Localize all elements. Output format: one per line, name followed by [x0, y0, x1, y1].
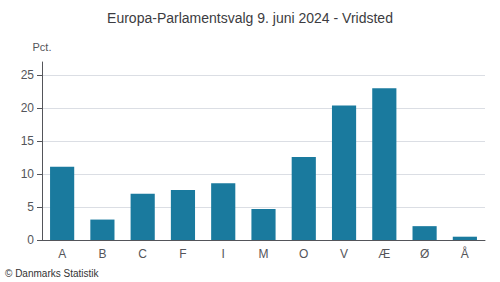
- svg-text:Pct.: Pct.: [33, 41, 52, 53]
- svg-text:V: V: [340, 247, 348, 261]
- svg-text:Å: Å: [461, 246, 469, 261]
- svg-text:Europa-Parlamentsvalg 9. juni: Europa-Parlamentsvalg 9. juni 2024 - Vri…: [107, 10, 393, 26]
- svg-text:F: F: [179, 247, 186, 261]
- svg-text:5: 5: [27, 200, 34, 214]
- svg-text:B: B: [98, 247, 106, 261]
- svg-text:M: M: [259, 247, 269, 261]
- svg-text:Æ: Æ: [378, 247, 390, 261]
- svg-text:C: C: [138, 247, 147, 261]
- svg-text:Ø: Ø: [420, 247, 429, 261]
- svg-text:15: 15: [21, 134, 35, 148]
- svg-text:A: A: [58, 247, 66, 261]
- svg-text:10: 10: [21, 167, 35, 181]
- svg-text:© Danmarks Statistik: © Danmarks Statistik: [5, 268, 100, 279]
- svg-text:0: 0: [27, 233, 34, 247]
- svg-text:20: 20: [21, 101, 35, 115]
- svg-text:O: O: [299, 247, 308, 261]
- svg-text:I: I: [222, 247, 225, 261]
- svg-text:25: 25: [21, 68, 35, 82]
